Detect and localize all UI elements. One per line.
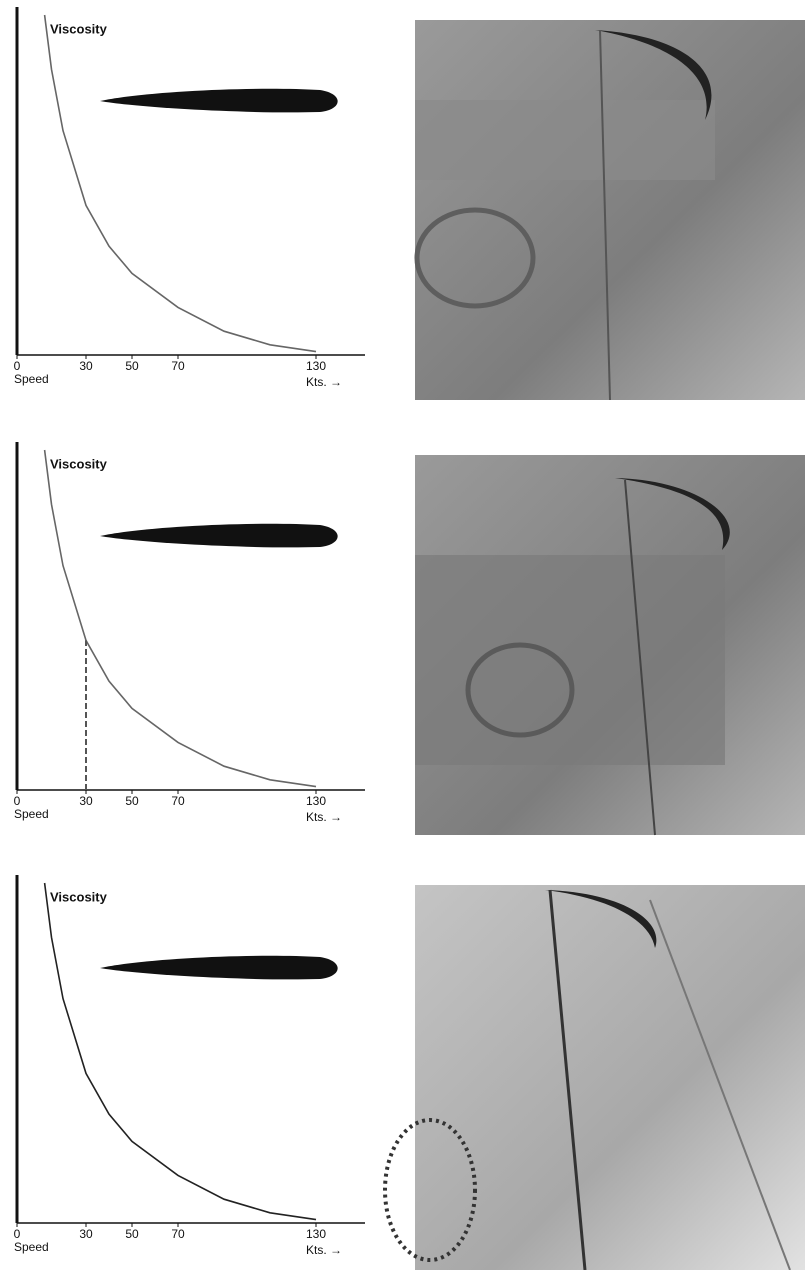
x-tick-label: 0 (14, 359, 21, 373)
x-tick-label: 70 (171, 359, 185, 373)
photo-3 (383, 885, 805, 1270)
x-tick-label: 30 (79, 1227, 93, 1241)
x-tick-label: 50 (125, 359, 139, 373)
x-tick-label: 30 (79, 794, 93, 808)
x-tick-label: 50 (125, 1227, 139, 1241)
airfoil (100, 955, 338, 980)
x-unit-label: Kts. → (306, 810, 342, 824)
x-axis-label: Speed (14, 372, 49, 386)
photo-2 (415, 455, 805, 836)
x-unit-label: Kts. → (306, 375, 342, 389)
x-tick-label: 0 (14, 1227, 21, 1241)
curve (43, 882, 317, 1221)
photo-1 (414, 20, 805, 401)
x-tick-label: 30 (79, 359, 93, 373)
x-tick-label: 0 (14, 794, 21, 808)
x-axis-label: Speed (14, 1240, 49, 1254)
x-unit-label: Kts. → (306, 1243, 342, 1257)
curve (43, 449, 317, 788)
x-tick-label: 70 (171, 794, 185, 808)
curve (43, 14, 317, 353)
x-tick-label: 70 (171, 1227, 185, 1241)
x-tick-label: 130 (306, 359, 326, 373)
x-axis-label: Speed (14, 807, 49, 821)
airfoil (100, 88, 338, 113)
airfoil (100, 523, 338, 548)
y-axis-label: Viscosity (50, 889, 108, 904)
y-axis-label: Viscosity (50, 456, 108, 471)
y-axis-label: Viscosity (50, 21, 108, 36)
x-tick-label: 130 (306, 1227, 326, 1241)
x-tick-label: 50 (125, 794, 139, 808)
x-tick-label: 130 (306, 794, 326, 808)
